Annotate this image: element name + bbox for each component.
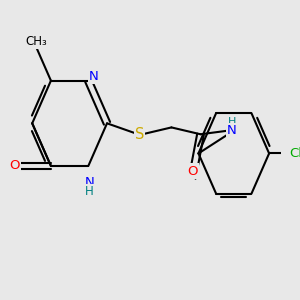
Text: S: S — [135, 127, 144, 142]
Text: O: O — [10, 160, 20, 172]
Text: N: N — [89, 70, 99, 83]
Text: N: N — [227, 124, 237, 137]
Text: H: H — [85, 185, 94, 198]
Text: Cl: Cl — [290, 147, 300, 160]
Text: CH₃: CH₃ — [26, 35, 47, 48]
Text: N: N — [85, 176, 94, 189]
Text: H: H — [227, 117, 236, 127]
Text: O: O — [187, 164, 197, 178]
